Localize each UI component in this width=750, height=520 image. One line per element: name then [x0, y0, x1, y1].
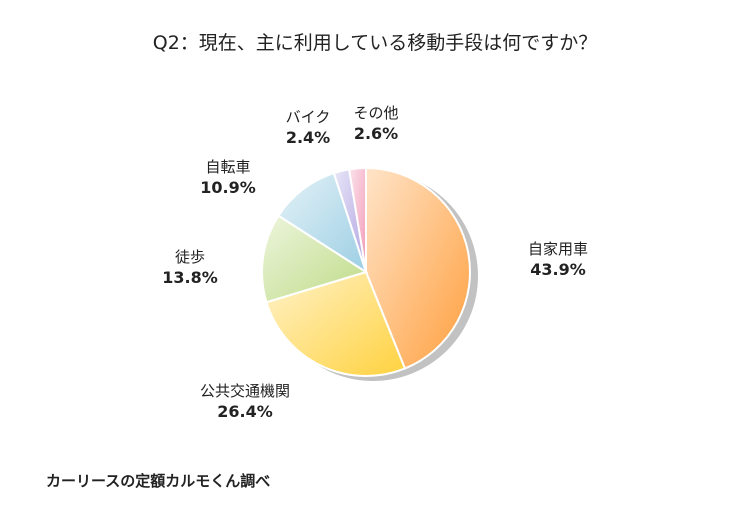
chart-title: Q2：現在、主に利用している移動手段は何ですか？ [152, 32, 598, 54]
slice-value-2: 13.8% [162, 268, 218, 287]
pie-slice-2 [261, 214, 369, 304]
slice-value-4: 2.4% [286, 128, 330, 147]
slice-value-1: 26.4% [217, 402, 273, 421]
slice-value-5: 2.6% [354, 124, 398, 143]
slice-label-4: バイク [286, 108, 331, 126]
pie-slice-3 [277, 171, 368, 275]
source-credit: カーリースの定額カルモくん調べ [46, 472, 271, 490]
pie-slice-5 [347, 166, 367, 273]
pie-labels: 自家用車 43.9% 公共交通機関 26.4% 徒歩 13.8% 自転車 10.9% バイク 2.… [162, 104, 588, 421]
slice-label-5: その他 [353, 104, 398, 122]
pie-slices [261, 166, 471, 377]
slice-value-0: 43.9% [530, 260, 586, 279]
slice-label-3: 自転車 [205, 158, 250, 176]
slice-label-1: 公共交通機関 [200, 382, 290, 400]
pie-slice-0 [365, 166, 471, 370]
pie-slice-1 [265, 270, 407, 377]
slice-label-2: 徒歩 [175, 248, 205, 266]
slice-label-0: 自家用車 [528, 240, 588, 258]
slice-value-3: 10.9% [200, 178, 256, 197]
